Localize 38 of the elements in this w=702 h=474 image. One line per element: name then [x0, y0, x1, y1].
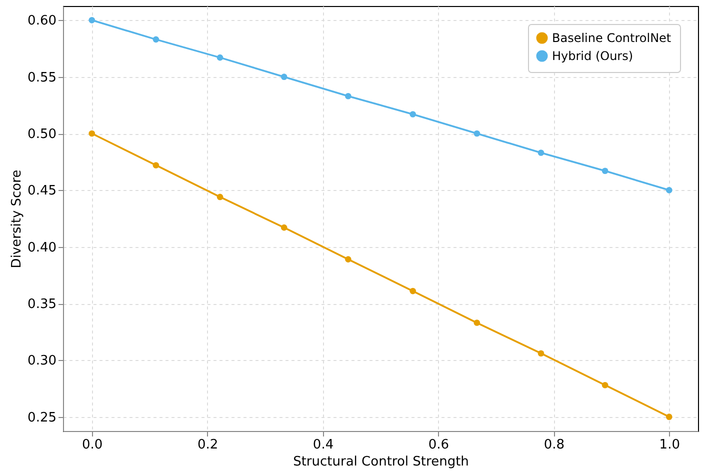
y-tick-label: 0.35 — [28, 297, 56, 312]
point — [88, 130, 96, 137]
point — [216, 194, 224, 200]
legend-label: Hybrid (Ours) — [552, 49, 634, 63]
point — [280, 74, 288, 80]
y-tick-label: 0.25 — [28, 410, 56, 426]
point — [152, 162, 160, 168]
point — [410, 288, 416, 294]
x-axis-title: Structural Control Strength — [293, 454, 469, 470]
x-tick-label: 0.4 — [312, 438, 334, 452]
point — [410, 111, 416, 118]
point — [538, 350, 544, 357]
x-tick-label: 0.8 — [544, 438, 565, 452]
y-tick-label: 0.40 — [28, 240, 56, 256]
y-tick-label: 0.50 — [28, 127, 56, 142]
y-axis-title: Diversity Score — [10, 170, 25, 268]
x-tick-label: 0.2 — [197, 438, 218, 452]
point — [88, 17, 96, 24]
legend-label: Baseline ControlNet — [552, 31, 672, 45]
point — [474, 320, 480, 326]
point — [666, 187, 672, 194]
point — [345, 92, 352, 100]
y-tick-label: 0.45 — [28, 184, 56, 199]
point — [474, 130, 480, 137]
point — [538, 150, 544, 156]
point — [216, 54, 224, 61]
point — [602, 382, 608, 388]
point — [280, 224, 288, 231]
point — [666, 414, 672, 420]
y-tick-label: 0.60 — [28, 14, 56, 29]
y-tick-label: 0.55 — [28, 70, 56, 86]
point — [345, 256, 352, 262]
point — [602, 168, 608, 174]
point — [152, 36, 160, 43]
x-tick-label: 0.0 — [82, 438, 103, 452]
x-tick-label: 0.6 — [428, 438, 450, 452]
y-tick-label: 0.30 — [28, 354, 56, 369]
x-tick-label: 1.0 — [659, 438, 680, 452]
